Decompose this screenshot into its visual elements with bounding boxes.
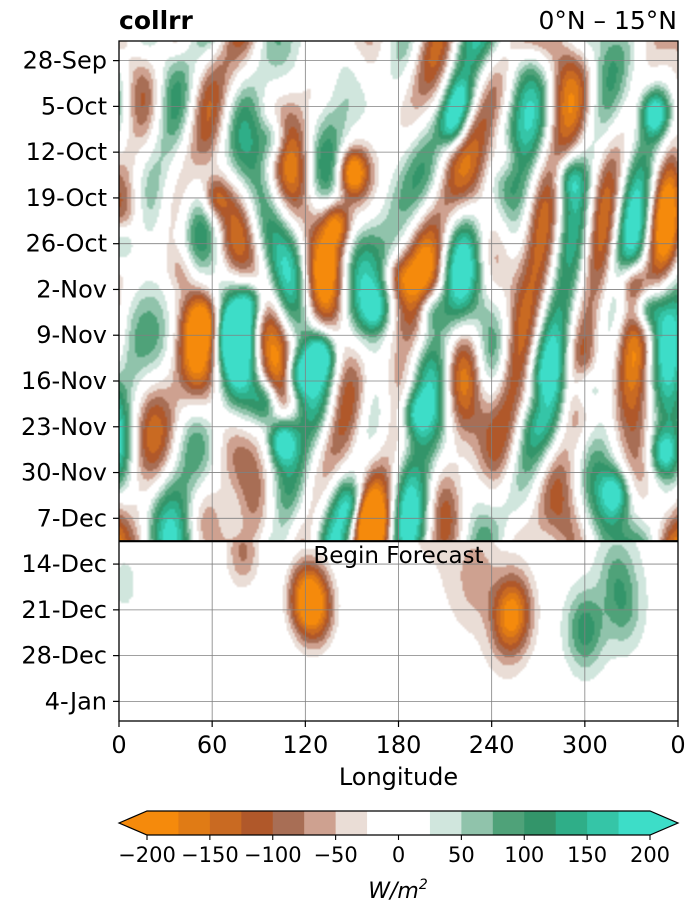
y-axis: 28-Sep 5-Oct 12-Oct 19-Oct 26-Oct 2-Nov 9-Nov 1… (21, 47, 119, 715)
colorbar: −200 −150 −100 −50 0 50 100 150 200 (117, 810, 680, 867)
colorbar-tick-label: −100 (244, 843, 302, 867)
colorbar-bin (555, 811, 588, 835)
x-axis-label: Longitude (339, 763, 458, 791)
y-tick-label: 21-Dec (21, 596, 107, 624)
colorbar-tick-label: −150 (181, 843, 239, 867)
colorbar-tick-label: 100 (504, 843, 544, 867)
colorbar-bin (241, 811, 274, 835)
x-tick-label: 300 (562, 731, 608, 759)
colorbar-bin (209, 811, 242, 835)
y-tick-label: 16-Nov (21, 367, 107, 395)
y-tick-label: 14-Dec (21, 550, 107, 578)
y-tick-label: 9-Nov (36, 321, 107, 349)
forecast-label: Begin Forecast (313, 543, 483, 569)
colorbar-tick-label: 50 (448, 843, 475, 867)
y-tick-label: 28-Dec (21, 642, 107, 670)
colorbar-bin (272, 811, 305, 835)
colorbar-bin (147, 811, 179, 835)
colorbar-bin (618, 811, 651, 835)
chart-title-right: 0°N – 15°N (538, 6, 677, 35)
y-tick-label: 5-Oct (41, 92, 107, 120)
plot-area: Begin Forecast (119, 41, 678, 721)
colorbar-bin (367, 811, 431, 835)
colorbar-bin (587, 811, 620, 835)
chart-title-left: collrr (119, 6, 193, 35)
y-tick-label: 28-Sep (23, 47, 107, 75)
colorbar-extend-max (650, 811, 678, 835)
colorbar-bin (178, 811, 211, 835)
colorbar-bin (524, 811, 557, 835)
colorbar-bin (429, 811, 462, 835)
x-tick-label: 0 (670, 731, 685, 759)
y-tick-label: 4-Jan (45, 687, 107, 715)
x-tick-label: 0 (111, 731, 126, 759)
colorbar-bin (304, 811, 337, 835)
colorbar-extend-min (119, 811, 147, 835)
x-tick-label: 180 (376, 731, 422, 759)
colorbar-tick-label: 150 (567, 843, 607, 867)
colorbar-tick-label: 0 (392, 843, 405, 867)
y-tick-label: 7-Dec (37, 504, 107, 532)
y-tick-label: 2-Nov (36, 275, 107, 303)
y-tick-label: 23-Nov (21, 413, 107, 441)
x-tick-label: 60 (197, 731, 228, 759)
colorbar-tick-label: −50 (313, 843, 357, 867)
y-tick-label: 19-Oct (26, 184, 107, 212)
x-tick-label: 240 (469, 731, 515, 759)
grid-lines (119, 41, 678, 721)
x-tick-label: 120 (282, 731, 328, 759)
colorbar-bin (492, 811, 525, 835)
y-tick-label: 26-Oct (26, 230, 107, 258)
y-tick-label: 12-Oct (26, 138, 107, 166)
colorbar-bin (461, 811, 494, 835)
x-axis: 0 60 120 180 240 300 0 (111, 721, 686, 759)
colorbar-label: W/m2 (368, 877, 428, 904)
colorbar-tick-label: 200 (630, 843, 670, 867)
colorbar-bin (335, 811, 368, 835)
y-tick-label: 30-Nov (21, 459, 107, 487)
colorbar-tick-label: −200 (118, 843, 176, 867)
